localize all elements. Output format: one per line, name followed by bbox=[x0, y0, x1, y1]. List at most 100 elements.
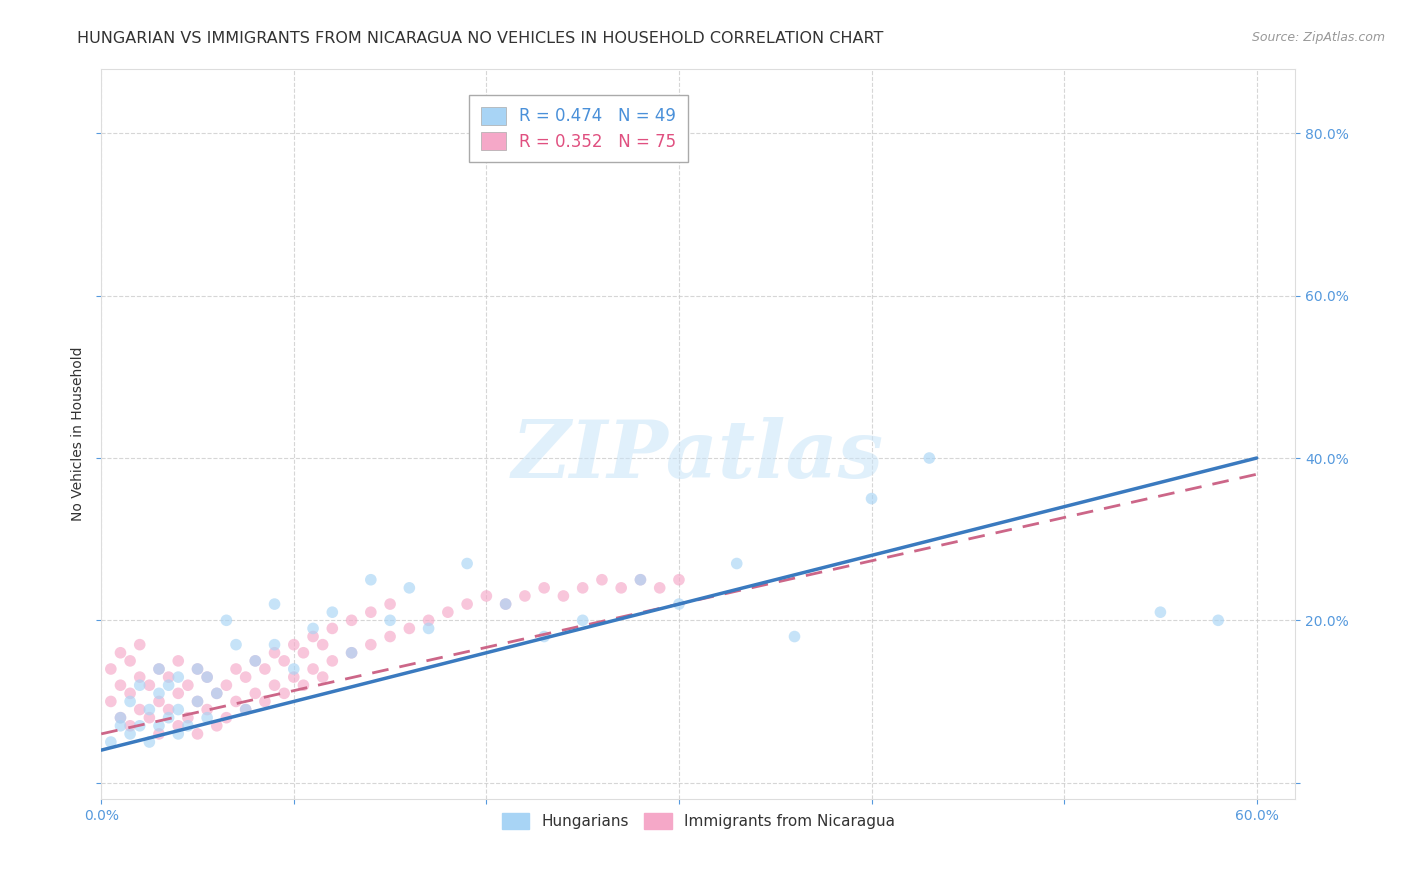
Point bbox=[167, 654, 190, 668]
Point bbox=[1206, 613, 1229, 627]
Point bbox=[378, 597, 401, 611]
Point bbox=[553, 589, 575, 603]
Point bbox=[418, 613, 440, 627]
Point bbox=[157, 702, 180, 716]
Point bbox=[860, 491, 883, 506]
Text: HUNGARIAN VS IMMIGRANTS FROM NICARAGUA NO VEHICLES IN HOUSEHOLD CORRELATION CHAR: HUNGARIAN VS IMMIGRANTS FROM NICARAGUA N… bbox=[77, 31, 884, 46]
Point bbox=[292, 678, 315, 692]
Point bbox=[495, 597, 517, 611]
Point bbox=[263, 678, 285, 692]
Point bbox=[253, 662, 276, 676]
Point bbox=[302, 622, 325, 636]
Point bbox=[571, 613, 593, 627]
Point bbox=[177, 719, 200, 733]
Point bbox=[378, 613, 401, 627]
Point bbox=[120, 654, 142, 668]
Point bbox=[360, 605, 382, 619]
Point bbox=[245, 654, 267, 668]
Point bbox=[128, 678, 150, 692]
Point bbox=[120, 694, 142, 708]
Point bbox=[148, 686, 170, 700]
Point bbox=[668, 597, 690, 611]
Point bbox=[273, 686, 295, 700]
Point bbox=[148, 662, 170, 676]
Point bbox=[283, 662, 305, 676]
Legend: Hungarians, Immigrants from Nicaragua: Hungarians, Immigrants from Nicaragua bbox=[495, 806, 901, 835]
Point bbox=[273, 654, 295, 668]
Point bbox=[128, 719, 150, 733]
Point bbox=[186, 694, 208, 708]
Text: Source: ZipAtlas.com: Source: ZipAtlas.com bbox=[1251, 31, 1385, 45]
Point bbox=[321, 605, 343, 619]
Point bbox=[456, 557, 478, 571]
Point bbox=[312, 638, 335, 652]
Point bbox=[418, 622, 440, 636]
Point bbox=[235, 670, 257, 684]
Point bbox=[456, 597, 478, 611]
Point bbox=[148, 727, 170, 741]
Point bbox=[437, 605, 460, 619]
Point bbox=[292, 646, 315, 660]
Point bbox=[398, 581, 420, 595]
Point bbox=[167, 702, 190, 716]
Point bbox=[215, 711, 238, 725]
Point bbox=[100, 662, 122, 676]
Point bbox=[215, 678, 238, 692]
Point bbox=[110, 719, 132, 733]
Point bbox=[100, 735, 122, 749]
Point bbox=[110, 711, 132, 725]
Point bbox=[186, 662, 208, 676]
Point bbox=[148, 662, 170, 676]
Point bbox=[195, 711, 218, 725]
Point bbox=[120, 719, 142, 733]
Point bbox=[630, 573, 652, 587]
Point bbox=[312, 670, 335, 684]
Point bbox=[110, 646, 132, 660]
Point bbox=[340, 646, 363, 660]
Point bbox=[128, 670, 150, 684]
Point bbox=[360, 573, 382, 587]
Point bbox=[513, 589, 536, 603]
Point bbox=[783, 630, 806, 644]
Point bbox=[138, 702, 160, 716]
Point bbox=[225, 662, 247, 676]
Point bbox=[157, 670, 180, 684]
Point bbox=[138, 711, 160, 725]
Point bbox=[283, 670, 305, 684]
Point bbox=[186, 694, 208, 708]
Point bbox=[167, 670, 190, 684]
Point bbox=[1149, 605, 1171, 619]
Point bbox=[340, 613, 363, 627]
Point bbox=[263, 597, 285, 611]
Point bbox=[918, 450, 941, 465]
Point bbox=[215, 613, 238, 627]
Point bbox=[533, 581, 555, 595]
Point bbox=[235, 702, 257, 716]
Point bbox=[378, 630, 401, 644]
Point bbox=[120, 686, 142, 700]
Point bbox=[148, 694, 170, 708]
Point bbox=[138, 735, 160, 749]
Point bbox=[186, 727, 208, 741]
Point bbox=[360, 638, 382, 652]
Point bbox=[205, 719, 228, 733]
Point bbox=[321, 622, 343, 636]
Point bbox=[648, 581, 671, 595]
Point bbox=[591, 573, 613, 587]
Point bbox=[195, 670, 218, 684]
Point bbox=[157, 678, 180, 692]
Point bbox=[610, 581, 633, 595]
Text: ZIPatlas: ZIPatlas bbox=[512, 417, 884, 494]
Point bbox=[253, 694, 276, 708]
Point bbox=[128, 638, 150, 652]
Point bbox=[138, 678, 160, 692]
Point bbox=[725, 557, 748, 571]
Point bbox=[128, 702, 150, 716]
Point bbox=[398, 622, 420, 636]
Point bbox=[167, 727, 190, 741]
Point bbox=[302, 630, 325, 644]
Point bbox=[245, 686, 267, 700]
Point bbox=[120, 727, 142, 741]
Point bbox=[263, 646, 285, 660]
Point bbox=[495, 597, 517, 611]
